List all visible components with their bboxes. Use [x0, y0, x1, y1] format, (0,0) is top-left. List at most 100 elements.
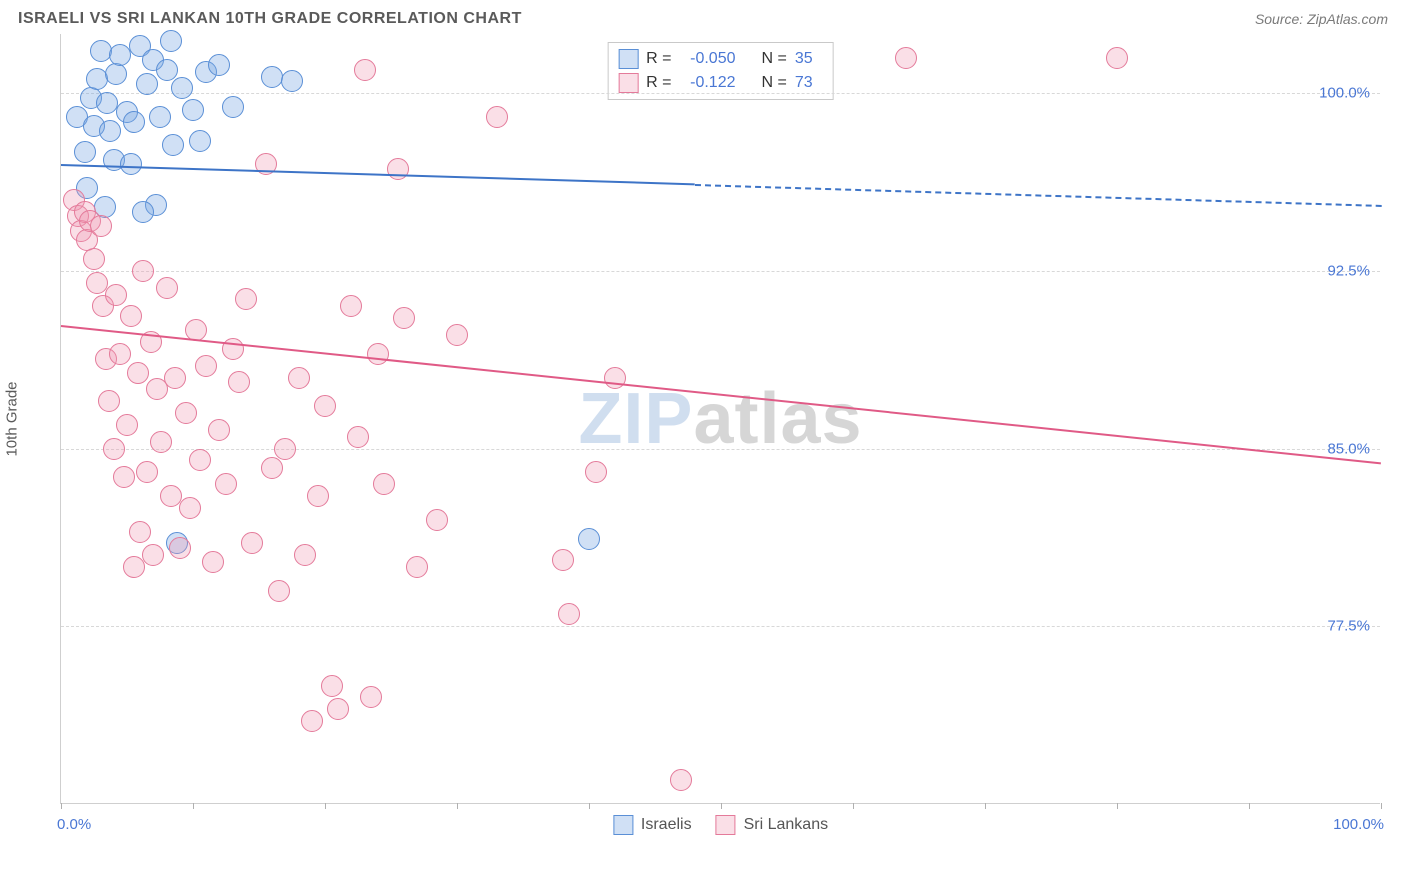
data-point	[202, 551, 224, 573]
legend-swatch	[618, 73, 638, 93]
chart-header: ISRAELI VS SRI LANKAN 10TH GRADE CORRELA…	[0, 0, 1406, 34]
data-point	[354, 59, 376, 81]
data-point	[160, 30, 182, 52]
x-tick	[1249, 803, 1250, 809]
x-tick	[721, 803, 722, 809]
data-point	[90, 215, 112, 237]
data-point	[261, 457, 283, 479]
data-point	[96, 92, 118, 114]
data-point	[105, 284, 127, 306]
data-point	[127, 362, 149, 384]
x-end-label: 100.0%	[1333, 816, 1384, 833]
y-tick-label: 100.0%	[1319, 85, 1370, 102]
data-point	[142, 544, 164, 566]
data-point	[314, 395, 336, 417]
data-point	[162, 134, 184, 156]
data-point	[406, 556, 428, 578]
data-point	[585, 461, 607, 483]
data-point	[347, 426, 369, 448]
legend-r-value: -0.122	[680, 74, 736, 92]
data-point	[426, 509, 448, 531]
data-point	[307, 485, 329, 507]
data-point	[136, 73, 158, 95]
plot-area: ZIPatlas R =-0.050N =35R =-0.122N =73 Is…	[60, 34, 1380, 804]
y-tick-label: 77.5%	[1327, 618, 1370, 635]
data-point	[150, 431, 172, 453]
series-legend-item: Israelis	[613, 815, 692, 835]
data-point	[74, 141, 96, 163]
legend-r-label: R =	[646, 50, 671, 68]
legend-n-value: 73	[795, 74, 823, 92]
data-point	[169, 537, 191, 559]
data-point	[387, 158, 409, 180]
legend-swatch	[618, 49, 638, 69]
data-point	[327, 698, 349, 720]
data-point	[98, 390, 120, 412]
data-point	[578, 528, 600, 550]
x-tick	[985, 803, 986, 809]
data-point	[120, 153, 142, 175]
series-legend: Israelis Sri Lankans	[613, 815, 828, 835]
x-tick	[325, 803, 326, 809]
data-point	[123, 556, 145, 578]
data-point	[228, 371, 250, 393]
legend-n-label: N =	[762, 50, 787, 68]
data-point	[83, 248, 105, 270]
data-point	[215, 473, 237, 495]
series-legend-label: Sri Lankans	[744, 816, 829, 834]
data-point	[99, 120, 121, 142]
data-point	[179, 497, 201, 519]
data-point	[670, 769, 692, 791]
x-tick	[853, 803, 854, 809]
data-point	[1106, 47, 1128, 69]
chart-title: ISRAELI VS SRI LANKAN 10TH GRADE CORRELA…	[18, 10, 522, 28]
legend-n-label: N =	[762, 74, 787, 92]
x-tick	[589, 803, 590, 809]
data-point	[156, 277, 178, 299]
gridline-h	[61, 271, 1380, 272]
gridline-h	[61, 449, 1380, 450]
series-legend-item: Sri Lankans	[716, 815, 829, 835]
data-point	[86, 68, 108, 90]
gridline-h	[61, 93, 1380, 94]
data-point	[274, 438, 296, 460]
data-point	[175, 402, 197, 424]
data-point	[360, 686, 382, 708]
data-point	[132, 260, 154, 282]
data-point	[105, 63, 127, 85]
legend-r-value: -0.050	[680, 50, 736, 68]
y-tick-label: 92.5%	[1327, 262, 1370, 279]
data-point	[149, 106, 171, 128]
legend-row: R =-0.122N =73	[618, 71, 823, 95]
legend-swatch	[716, 815, 736, 835]
data-point	[321, 675, 343, 697]
gridline-h	[61, 626, 1380, 627]
data-point	[558, 603, 580, 625]
legend-swatch	[613, 815, 633, 835]
data-point	[164, 367, 186, 389]
y-axis-label: 10th Grade	[4, 381, 21, 456]
data-point	[373, 473, 395, 495]
data-point	[261, 66, 283, 88]
trend-line	[61, 325, 1381, 464]
chart-source: Source: ZipAtlas.com	[1255, 11, 1388, 27]
data-point	[160, 485, 182, 507]
data-point	[895, 47, 917, 69]
data-point	[109, 343, 131, 365]
data-point	[123, 111, 145, 133]
legend-n-value: 35	[795, 50, 823, 68]
data-point	[208, 54, 230, 76]
data-point	[301, 710, 323, 732]
data-point	[103, 438, 125, 460]
data-point	[235, 288, 257, 310]
data-point	[116, 414, 138, 436]
data-point	[367, 343, 389, 365]
trend-line	[61, 164, 695, 185]
data-point	[222, 96, 244, 118]
data-point	[208, 419, 230, 441]
data-point	[109, 44, 131, 66]
data-point	[189, 130, 211, 152]
data-point	[86, 272, 108, 294]
data-point	[393, 307, 415, 329]
data-point	[241, 532, 263, 554]
